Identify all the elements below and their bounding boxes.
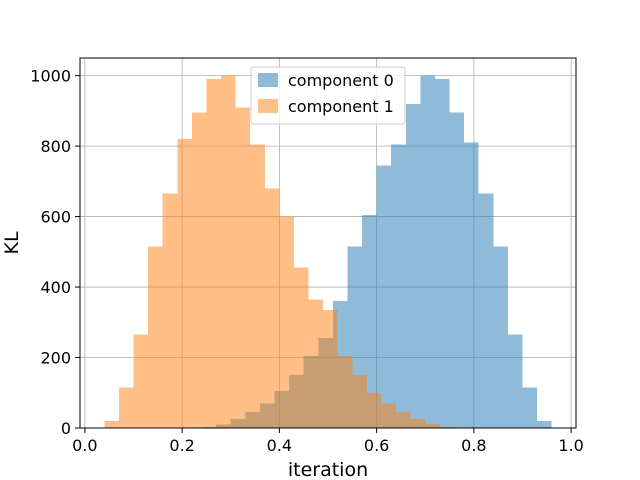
legend-swatch-component-0 [258, 73, 278, 87]
histogram-bar [337, 355, 353, 428]
ticks: 0.0 0.2 0.4 0.6 0.8 1.0 0 200 400 600 800 1000 [30, 67, 584, 455]
plot-frame [79, 57, 577, 429]
histogram-bar [439, 426, 455, 428]
x-tick-label: 0.2 [169, 436, 194, 455]
histogram-bar [522, 387, 538, 428]
x-tick-label: 0.4 [267, 436, 292, 455]
histogram-bar [366, 392, 382, 428]
legend: component 0 component 1 [250, 66, 406, 125]
histogram-bar [279, 216, 294, 428]
series-component-1 [104, 75, 470, 429]
histogram-bar [118, 387, 134, 428]
x-axis-label: iteration [288, 459, 368, 480]
x-tick-label: 0.0 [72, 436, 97, 455]
histogram-bar [478, 193, 494, 428]
histogram-bar [405, 103, 421, 429]
histogram-bar [308, 299, 324, 428]
legend-box [250, 66, 406, 125]
histogram-bar [425, 423, 440, 428]
histogram-bar [323, 309, 338, 428]
histogram-bar [191, 112, 207, 428]
histogram-bar [352, 375, 367, 428]
histogram-bar [410, 419, 426, 428]
histogram-bar [381, 403, 397, 428]
histogram-bar [396, 412, 411, 428]
histogram-bar [537, 420, 552, 428]
y-axis-label: KL [1, 231, 23, 254]
y-tick-label: 200 [40, 349, 71, 368]
histogram-bar [250, 144, 265, 429]
legend-label-component-1: component 1 [288, 97, 394, 116]
histogram-bar [507, 334, 523, 428]
y-tick-label: 1000 [30, 67, 71, 86]
y-tick-label: 800 [40, 137, 71, 156]
x-tick-label: 0.8 [461, 436, 486, 455]
histogram-bar [206, 79, 222, 429]
histogram-bar [493, 246, 508, 428]
y-tick-label: 600 [40, 208, 71, 227]
axes-frame [79, 57, 577, 429]
histogram-bar [162, 193, 178, 428]
histogram-bar [376, 165, 392, 428]
histogram-bar [464, 142, 479, 429]
y-tick-label: 0 [61, 419, 71, 438]
histogram-bar [148, 246, 163, 428]
histogram-bar [362, 214, 377, 428]
histogram-bar [434, 79, 450, 429]
histogram-bar [104, 420, 119, 428]
bars [104, 75, 552, 429]
histogram-bar [177, 139, 192, 429]
y-tick-label: 400 [40, 278, 71, 297]
histogram-bar [449, 112, 465, 428]
histogram-bar [221, 75, 236, 428]
x-tick-label: 0.6 [364, 436, 389, 455]
histogram-bar [264, 188, 280, 428]
x-tick-label: 1.0 [558, 436, 583, 455]
histogram-bar [420, 75, 435, 428]
histogram-bar [391, 144, 406, 429]
legend-label-component-0: component 0 [288, 71, 394, 90]
histogram-bar [133, 334, 149, 428]
histogram-bar [235, 107, 251, 428]
legend-swatch-component-1 [258, 99, 278, 113]
histogram-bar [293, 267, 309, 428]
